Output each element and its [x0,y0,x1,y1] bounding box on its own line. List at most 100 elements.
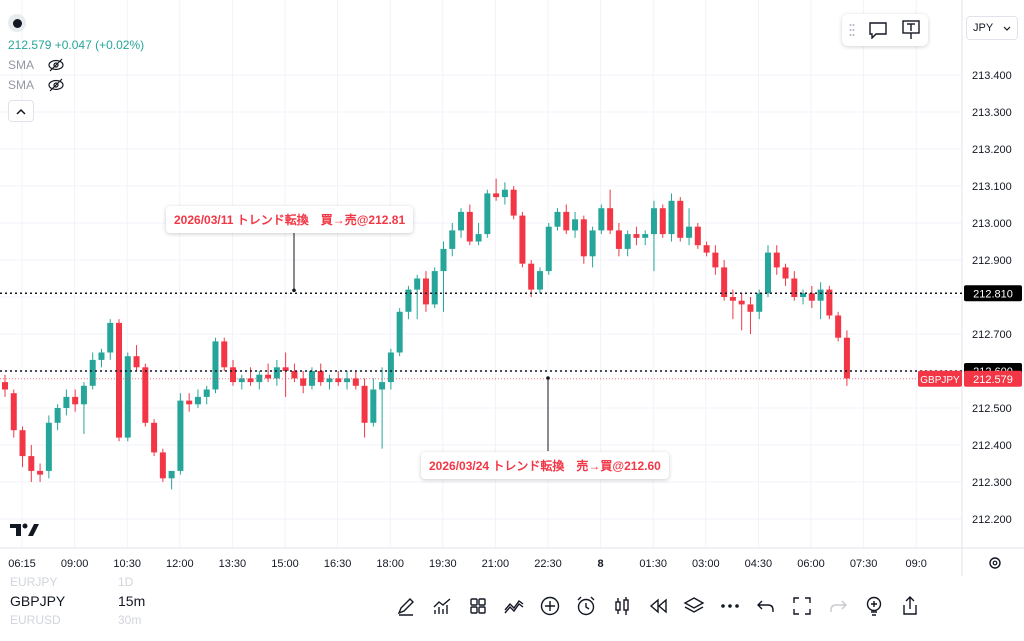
candle [396,308,403,357]
prev-interval[interactable]: 1D [118,576,134,588]
candle [265,363,272,383]
replay-icon[interactable] [640,586,676,626]
symbol-picker[interactable]: EURJPY GBPJPY EURUSD [10,576,65,626]
x-tick-label: 15:00 [271,558,299,570]
candle [159,448,166,482]
candle [826,285,833,320]
candle [519,211,526,268]
symbol-tag [918,370,962,387]
candle [738,293,745,331]
candle [168,470,175,490]
candle [791,271,798,301]
candle [694,223,701,249]
candle [177,393,184,475]
sma-label-2: SMA [8,78,35,92]
x-tick-label: 06:15 [8,558,36,570]
y-tick-label: 212.900 [972,255,1012,267]
drag-handle-icon[interactable] [849,23,855,37]
bulb-icon[interactable] [856,586,892,626]
candle [466,204,473,246]
candle [116,319,123,442]
sma-indicator-2[interactable]: SMA [8,78,144,92]
price-line-tag [964,285,1022,302]
x-tick-label: 18:00 [376,558,404,570]
x-tick-label: 22:30 [534,558,562,570]
candle [300,371,307,394]
candle [773,245,780,275]
templates-icon[interactable] [460,586,496,626]
annotation-anchor [292,288,296,293]
y-tick-label: 212.400 [972,440,1012,452]
indicators-icon[interactable] [424,586,460,626]
sma-indicator-1[interactable]: SMA [8,58,144,72]
candle [37,463,44,482]
gear-icon[interactable] [989,557,1001,569]
candle [598,204,605,235]
candle [572,211,579,238]
candle [528,260,535,297]
prev-symbol[interactable]: EURJPY [10,576,58,588]
candle [247,367,254,386]
candle [615,223,622,257]
candle [458,208,465,238]
x-tick-label: 09:00 [61,558,89,570]
candle [764,245,771,297]
candle [19,426,26,468]
share-icon[interactable] [892,586,928,626]
candle [54,404,61,431]
candle [808,285,815,309]
interval-picker[interactable]: 1D 15m 30m [118,576,145,626]
candle [326,374,333,390]
undo-icon[interactable] [748,586,784,626]
candle [80,382,87,434]
layers-icon[interactable] [676,586,712,626]
annotation-callout-2[interactable]: 2026/03/24 トレンド転換 売→買@212.60 [421,452,669,479]
x-tick-label: 01:30 [639,558,667,570]
candle [782,263,789,286]
candle [194,389,201,408]
x-tick-label: 12:00 [166,558,194,570]
x-tick-label: 16:30 [324,558,352,570]
add-icon[interactable] [532,586,568,626]
candle [721,260,728,301]
text-tool-icon[interactable] [901,20,921,40]
x-tick-label: 8 [598,558,604,570]
current-interval[interactable]: 15m [118,593,146,609]
more-icon[interactable] [712,586,748,626]
comment-icon[interactable] [868,21,888,39]
candle [440,241,447,312]
next-symbol[interactable]: EURUSD [10,614,61,626]
redo-icon[interactable] [820,586,856,626]
eye-off-icon[interactable] [48,58,64,72]
fullscreen-icon[interactable] [784,586,820,626]
annotation-callout-1[interactable]: 2026/03/11 トレンド転換 買→売@212.81 [166,206,414,233]
y-tick-label: 213.000 [972,218,1012,230]
alarm-icon[interactable] [568,586,604,626]
time-axis[interactable]: 06:15 09:00 10:30 12:00 13:30 15:00 16:30 18:00… [8,557,1001,570]
current-symbol[interactable]: GBPJPY [10,593,66,609]
y-tick-label: 213.300 [972,107,1012,119]
candles-icon[interactable] [604,586,640,626]
price-axis[interactable]: 213.400 213.300 213.200 213.100 213.000 212.9… [918,70,1022,526]
legend-price-row: 212.579 +0.047 (+0.02%) [8,38,144,52]
x-tick-label: 04:30 [745,558,773,570]
candle [686,208,693,246]
x-tick-label: 10:30 [113,558,141,570]
candle [493,178,500,201]
candle [414,274,421,320]
candlestick-chart[interactable]: 213.400 213.300 213.200 213.100 213.000 212.9… [0,0,1024,576]
tradingview-logo [10,523,39,536]
candle [344,371,351,390]
currency-selector[interactable]: JPY [966,16,1018,40]
next-interval[interactable]: 30m [118,614,142,626]
eye-off-icon[interactable] [48,78,64,92]
legend-price: 212.579 [8,38,52,52]
strategy-icon[interactable] [496,586,532,626]
candle [10,389,17,438]
candle [729,289,736,320]
candle [370,378,377,427]
candle [659,204,666,238]
pen-icon[interactable] [388,586,424,626]
collapse-legend-button[interactable] [8,100,34,122]
price-line-label: 212.810 [973,288,1013,300]
